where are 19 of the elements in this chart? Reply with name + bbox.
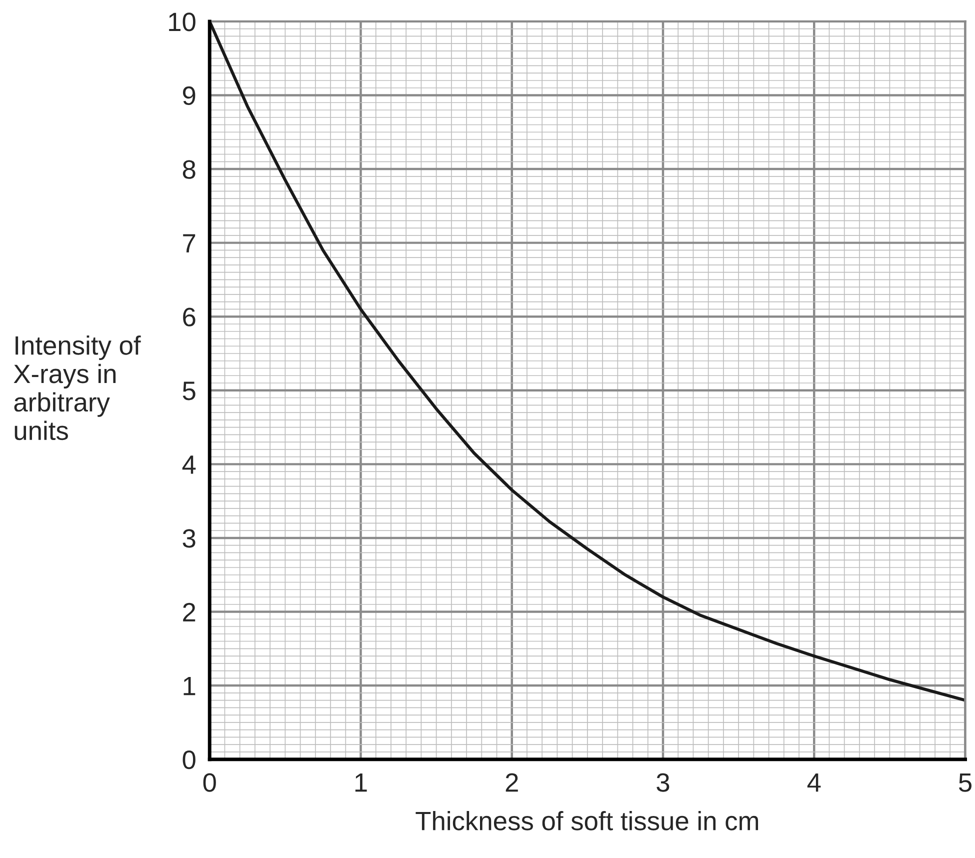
x-axis-title: Thickness of soft tissue in cm [416, 811, 758, 830]
y-tick-label: 2 [183, 602, 196, 622]
y-tick-label: 0 [182, 750, 196, 770]
x-tick-label: 1 [355, 773, 367, 792]
y-tick-label: 5 [182, 382, 196, 400]
y-axis-title: Intensity of X-rays in arbitrary units [14, 335, 141, 440]
y-tick-label: 10 [169, 12, 196, 32]
x-tick-label: 5 [958, 773, 972, 792]
y-tick-label: 3 [182, 529, 196, 548]
y-tick-label: 4 [182, 456, 196, 474]
y-tick-label: 6 [183, 308, 196, 326]
y-tick-label: 9 [182, 86, 196, 106]
x-tick-label: 3 [656, 773, 670, 792]
x-tick-label: 2 [506, 773, 518, 792]
y-tick-label: 8 [182, 160, 196, 179]
x-tick-label: 0 [203, 773, 216, 792]
x-tick-label: 4 [807, 773, 821, 792]
y-tick-label: 1 [184, 676, 196, 696]
y-tick-label: 7 [183, 234, 196, 252]
